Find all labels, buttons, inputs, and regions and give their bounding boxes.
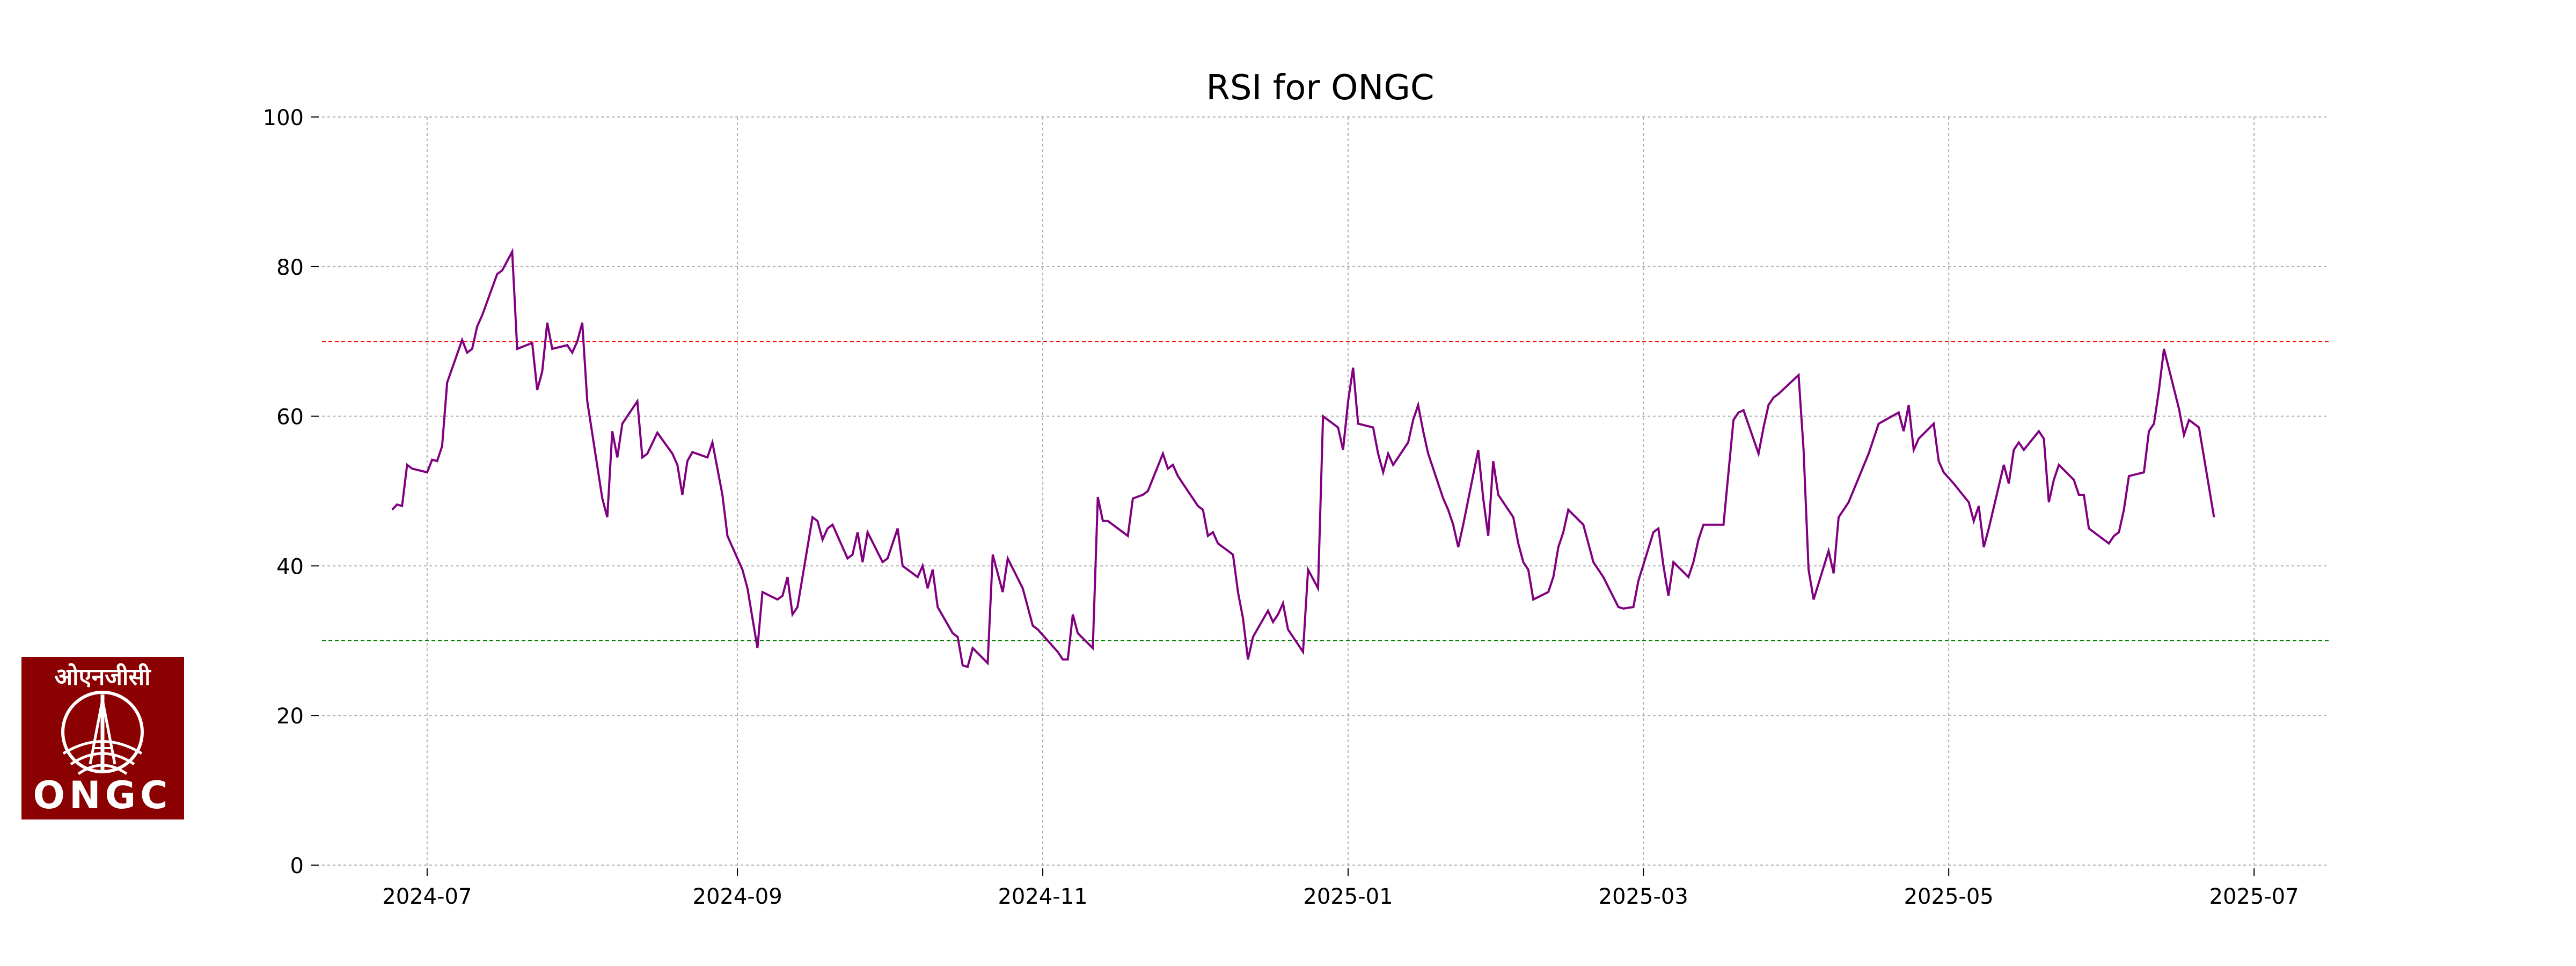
y-tick-label: 40 — [276, 554, 304, 579]
x-tick-label: 2024-07 — [382, 884, 472, 909]
y-tick-label: 20 — [276, 704, 304, 729]
chart-title: RSI for ONGC — [1206, 68, 1434, 108]
logo-hindi-text: ओएनजीसी — [55, 663, 152, 691]
x-tick-label: 2025-05 — [1904, 884, 1994, 909]
logo-english-text: ONGC — [33, 773, 172, 817]
reference-lines — [322, 341, 2329, 641]
x-tick-label: 2025-03 — [1599, 884, 1688, 909]
x-tick-label: 2025-07 — [2209, 884, 2299, 909]
y-tick-label: 0 — [290, 854, 304, 879]
x-tick-label: 2024-09 — [693, 884, 782, 909]
grid-lines — [322, 116, 2329, 866]
x-tick-label: 2025-01 — [1303, 884, 1393, 909]
y-tick-label: 100 — [263, 106, 304, 130]
y-axis: 0 20 40 60 80 100 — [263, 106, 319, 879]
rsi-series-line — [391, 247, 2215, 669]
x-tick-label: 2024-11 — [998, 884, 1087, 909]
y-tick-label: 80 — [276, 255, 304, 280]
y-tick-label: 60 — [276, 405, 304, 430]
ongc-logo: ओएनजीसी ONGC — [21, 657, 184, 819]
x-axis: 2024-07 2024-09 2024-11 2025-01 2025-03 2025-… — [382, 868, 2299, 909]
oil-rig-icon — [61, 691, 144, 775]
